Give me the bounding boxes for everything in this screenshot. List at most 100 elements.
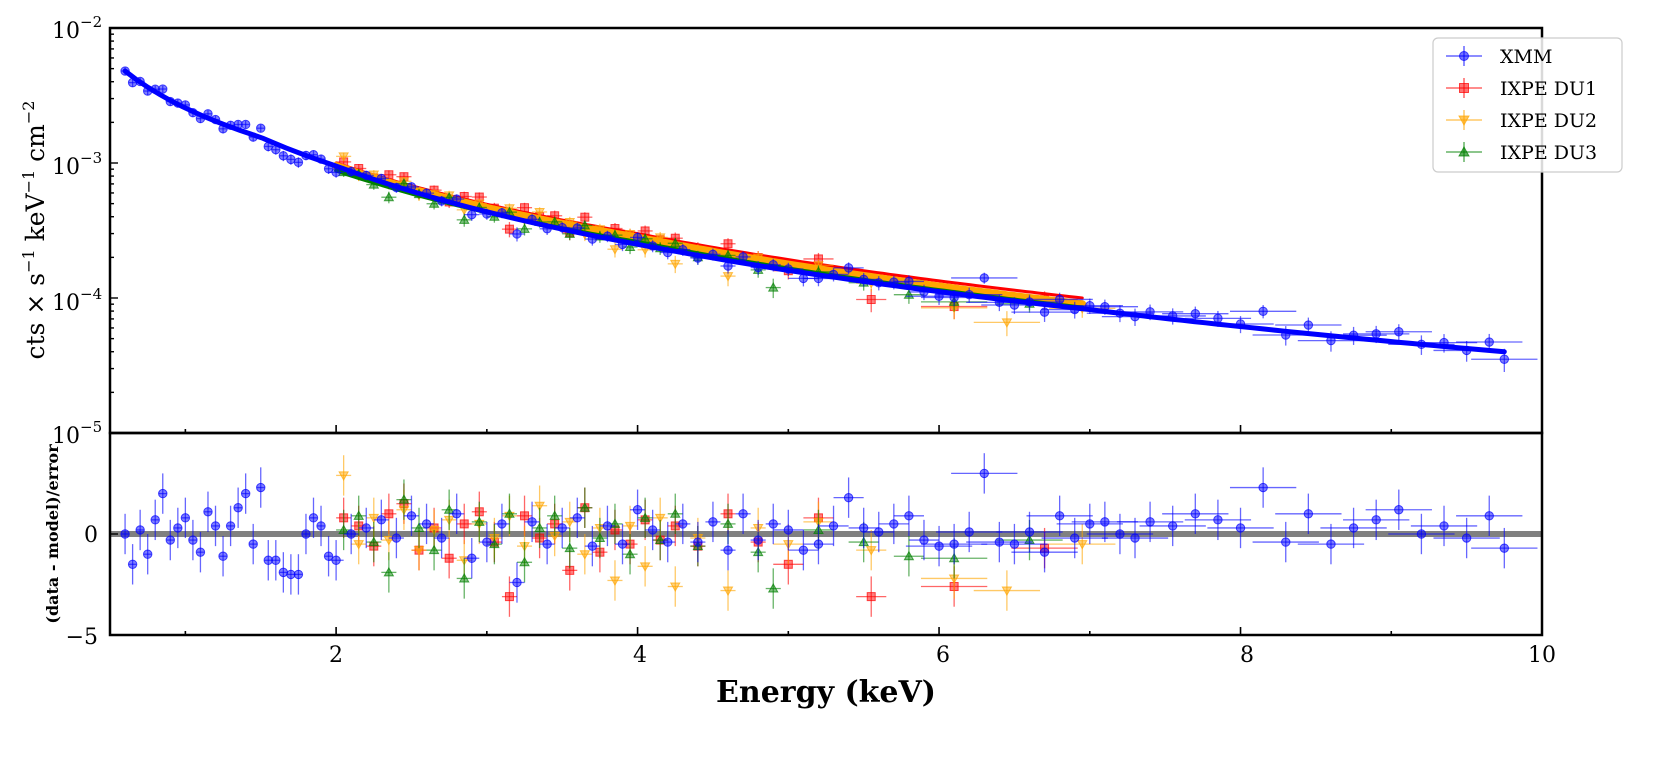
legend-entry-ixpe-du3: IXPE DU3: [1446, 142, 1597, 164]
residual-point: [564, 542, 576, 553]
residual-point: [678, 519, 688, 529]
legend-entry-ixpe-du1: IXPE DU1: [1446, 78, 1597, 100]
residual-point: [813, 539, 824, 549]
residual-point: [1439, 521, 1449, 531]
residual-point: [624, 548, 636, 559]
residual-point: [142, 549, 153, 559]
residual-point: [444, 553, 454, 563]
residual-point: [368, 536, 380, 547]
legend-label: XMM: [1500, 46, 1552, 68]
residual-point: [467, 553, 477, 563]
residual-point: [150, 515, 160, 525]
y-tick-label: 10−3: [52, 149, 102, 180]
residual-point: [1145, 517, 1155, 527]
data-point: [767, 282, 779, 292]
data-point: [1190, 308, 1201, 319]
residual-point: [949, 539, 959, 549]
y-tick-label: 10−2: [52, 13, 102, 44]
residual-point: [1115, 529, 1125, 539]
residual-point: [406, 511, 417, 521]
residual-point: [767, 583, 779, 593]
residual-point: [421, 519, 432, 529]
residual-point: [127, 559, 138, 569]
residual-point: [669, 508, 681, 518]
residual-point: [459, 519, 469, 529]
residual-point: [240, 488, 251, 499]
residual-point: [504, 592, 514, 602]
residual-point: [120, 529, 130, 539]
residual-point: [708, 517, 718, 527]
residual-point: [1235, 523, 1246, 533]
series-xmm: [120, 66, 1538, 373]
residual-point: [413, 522, 425, 532]
residual-point: [512, 577, 522, 588]
residual-point: [293, 569, 304, 580]
residual-point: [602, 521, 613, 531]
residual-point: [353, 510, 365, 520]
data-point: [278, 151, 289, 161]
residual-point: [866, 592, 876, 602]
residual-point: [158, 488, 168, 499]
residual-point: [1303, 509, 1314, 519]
residual-point: [572, 513, 582, 523]
residual-point: [361, 523, 371, 533]
residual-point: [557, 523, 567, 533]
residual-point: [542, 539, 552, 549]
residual-point: [534, 522, 545, 532]
residual-point: [1281, 537, 1291, 547]
residual-point: [1130, 533, 1140, 543]
residual-point: [482, 537, 492, 547]
data-point: [579, 219, 591, 230]
residual-point: [331, 555, 341, 565]
residual-point: [1499, 543, 1510, 553]
model-curve-xmm: [122, 68, 1507, 355]
residual-point: [135, 525, 145, 535]
data-point: [669, 237, 681, 248]
data-point: [383, 191, 395, 202]
residual-point: [233, 503, 243, 513]
y-tick-label: 0: [84, 523, 98, 548]
residual-point: [210, 521, 221, 531]
legend: XMM IXPE DU1 IXPE DU2 IXPE DU3: [1432, 37, 1623, 173]
residual-point: [693, 537, 703, 547]
residual-point: [903, 550, 915, 561]
data-point: [458, 214, 470, 224]
residual-point: [1076, 540, 1088, 550]
residual-point: [534, 501, 545, 512]
data-point: [866, 295, 876, 305]
residual-point: [783, 525, 794, 535]
residual-point: [489, 538, 500, 549]
residual-point: [723, 545, 733, 555]
residual-point: [173, 523, 183, 533]
residual-point: [964, 527, 974, 537]
residual-point: [1001, 586, 1013, 597]
y-tick-label: 10−4: [52, 285, 102, 316]
x-tick-label: 8: [1240, 643, 1254, 668]
residual-point: [639, 512, 651, 522]
residual-point: [1167, 521, 1178, 531]
data-point: [512, 229, 522, 239]
residual-point: [1416, 529, 1427, 539]
data-point: [158, 84, 168, 94]
residual-point: [1461, 533, 1472, 543]
data-point: [428, 198, 440, 208]
residual-point: [865, 546, 877, 556]
legend-label: IXPE DU3: [1500, 142, 1597, 164]
data-point: [723, 239, 733, 249]
axis-ticks: [110, 27, 1543, 636]
residual-point: [391, 533, 402, 543]
residual-point: [798, 545, 809, 555]
data-point: [1054, 294, 1065, 305]
data-point: [338, 152, 349, 162]
residual-point: [353, 540, 365, 550]
legend-marker-ixpe-du2: [1458, 115, 1470, 127]
residual-point: [1024, 527, 1035, 537]
data-point: [1213, 313, 1223, 324]
residual-point: [504, 508, 515, 518]
residual-point: [579, 502, 591, 512]
residuals-xmm: [120, 453, 1538, 603]
residual-point: [519, 556, 530, 567]
residual-point: [256, 482, 266, 493]
data-point: [1258, 306, 1268, 316]
